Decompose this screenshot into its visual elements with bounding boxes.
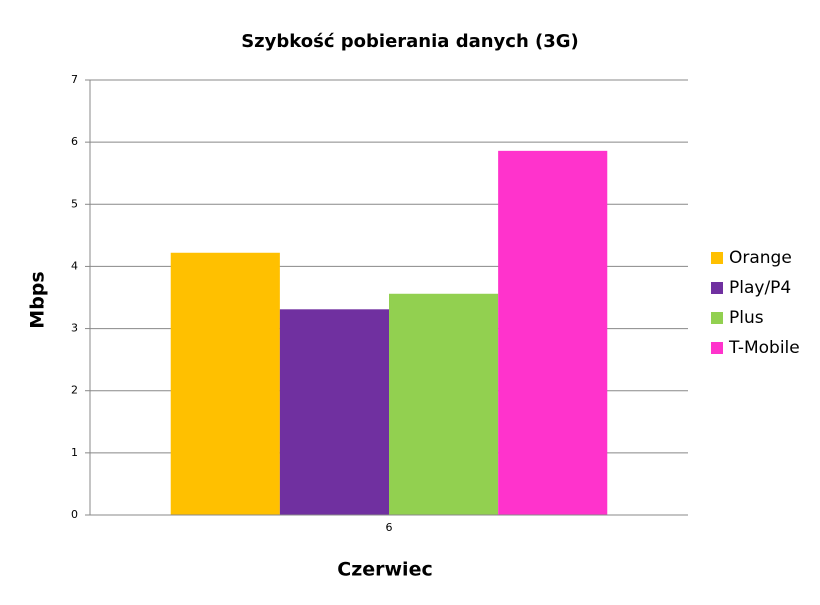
x-axis-label: Czerwiec xyxy=(337,559,432,581)
legend-label: Play/P4 xyxy=(729,278,791,298)
legend-swatch xyxy=(711,282,723,294)
y-tick-label: 7 xyxy=(71,73,78,86)
y-tick-label: 4 xyxy=(71,259,78,272)
bar xyxy=(498,150,608,516)
x-tick-label: 6 xyxy=(386,521,393,534)
bar xyxy=(170,252,280,515)
y-tick-label: 3 xyxy=(71,322,78,335)
bar xyxy=(389,293,499,515)
y-tick-label: 6 xyxy=(71,135,78,148)
y-axis-label: Mbps xyxy=(27,271,49,328)
legend-label: T-Mobile xyxy=(728,338,800,358)
y-tick-label: 1 xyxy=(71,446,78,459)
legend-swatch xyxy=(711,252,723,264)
y-tick-label: 2 xyxy=(71,384,78,397)
y-tick-label: 5 xyxy=(71,197,78,210)
bar xyxy=(279,309,389,515)
legend-label: Plus xyxy=(729,308,764,328)
chart-title: Szybkość pobierania danych (3G) xyxy=(241,31,579,52)
legend-swatch xyxy=(711,342,723,354)
legend-label: Orange xyxy=(729,248,792,268)
legend-swatch xyxy=(711,312,723,324)
y-tick-label: 0 xyxy=(71,508,78,521)
